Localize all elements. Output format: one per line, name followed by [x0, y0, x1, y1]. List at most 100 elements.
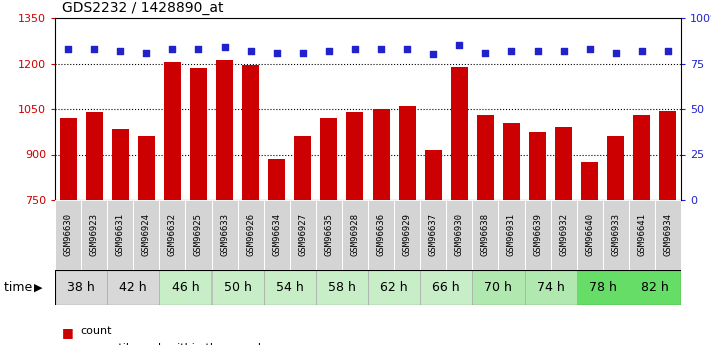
- Text: GSM96933: GSM96933: [611, 214, 620, 256]
- Text: ▶: ▶: [34, 283, 43, 293]
- Point: [245, 48, 256, 53]
- Bar: [498, 200, 525, 270]
- Point: [349, 46, 360, 52]
- Bar: [264, 200, 290, 270]
- Point: [480, 50, 491, 55]
- Bar: [420, 270, 472, 305]
- Text: GSM96632: GSM96632: [168, 214, 177, 256]
- Text: 46 h: 46 h: [171, 281, 199, 294]
- Point: [271, 50, 282, 55]
- Bar: [368, 270, 420, 305]
- Bar: [55, 200, 81, 270]
- Bar: [472, 270, 525, 305]
- Bar: [399, 106, 416, 200]
- Point: [219, 45, 230, 50]
- Point: [610, 50, 621, 55]
- Bar: [107, 270, 159, 305]
- Text: time: time: [4, 281, 36, 294]
- Point: [88, 46, 100, 52]
- Bar: [294, 136, 311, 200]
- Bar: [346, 112, 363, 200]
- Point: [114, 48, 126, 53]
- Text: 54 h: 54 h: [276, 281, 304, 294]
- Text: GSM96634: GSM96634: [272, 214, 282, 256]
- Text: GSM96640: GSM96640: [585, 214, 594, 256]
- Text: GSM96927: GSM96927: [299, 214, 307, 256]
- Bar: [242, 65, 259, 200]
- Bar: [420, 200, 447, 270]
- Text: 78 h: 78 h: [589, 281, 616, 294]
- Text: GSM96638: GSM96638: [481, 214, 490, 256]
- Bar: [342, 200, 368, 270]
- Point: [454, 42, 465, 48]
- Text: GSM96639: GSM96639: [533, 214, 542, 256]
- Bar: [577, 270, 629, 305]
- Bar: [138, 136, 155, 200]
- Text: 58 h: 58 h: [328, 281, 356, 294]
- Bar: [472, 200, 498, 270]
- Text: GSM96932: GSM96932: [559, 214, 568, 256]
- Point: [558, 48, 570, 53]
- Point: [166, 46, 178, 52]
- Bar: [211, 270, 264, 305]
- Bar: [629, 270, 681, 305]
- Bar: [112, 129, 129, 200]
- Bar: [55, 270, 107, 305]
- Bar: [159, 200, 186, 270]
- Bar: [424, 150, 442, 200]
- Bar: [373, 109, 390, 200]
- Bar: [268, 159, 285, 200]
- Bar: [290, 200, 316, 270]
- Text: GSM96635: GSM96635: [324, 214, 333, 256]
- Text: ■: ■: [62, 343, 74, 345]
- Bar: [525, 200, 550, 270]
- Text: 42 h: 42 h: [119, 281, 147, 294]
- Text: percentile rank within the sample: percentile rank within the sample: [80, 343, 268, 345]
- Point: [193, 46, 204, 52]
- Point: [636, 48, 648, 53]
- Text: 74 h: 74 h: [537, 281, 565, 294]
- Bar: [159, 270, 211, 305]
- Bar: [237, 200, 264, 270]
- Bar: [577, 200, 603, 270]
- Bar: [60, 118, 77, 200]
- Bar: [477, 115, 494, 200]
- Bar: [655, 200, 681, 270]
- Text: GSM96934: GSM96934: [663, 214, 673, 256]
- Bar: [447, 200, 472, 270]
- Bar: [394, 200, 420, 270]
- Bar: [190, 68, 207, 200]
- Text: 70 h: 70 h: [484, 281, 513, 294]
- Point: [63, 46, 74, 52]
- Text: GSM96633: GSM96633: [220, 214, 229, 256]
- Text: 82 h: 82 h: [641, 281, 669, 294]
- Bar: [660, 110, 676, 200]
- Text: GSM96923: GSM96923: [90, 214, 99, 256]
- Text: GSM96631: GSM96631: [116, 214, 124, 256]
- Bar: [164, 62, 181, 200]
- Point: [402, 46, 413, 52]
- Bar: [607, 136, 624, 200]
- Text: count: count: [80, 326, 112, 336]
- Point: [532, 48, 543, 53]
- Bar: [629, 200, 655, 270]
- Text: 62 h: 62 h: [380, 281, 408, 294]
- Bar: [525, 270, 577, 305]
- Bar: [529, 132, 546, 200]
- Text: 66 h: 66 h: [432, 281, 460, 294]
- Bar: [316, 200, 342, 270]
- Bar: [503, 123, 520, 200]
- Point: [297, 50, 309, 55]
- Bar: [321, 118, 337, 200]
- Point: [427, 52, 439, 57]
- Text: GSM96925: GSM96925: [194, 214, 203, 256]
- Bar: [550, 200, 577, 270]
- Text: GSM96928: GSM96928: [351, 214, 360, 256]
- Bar: [316, 270, 368, 305]
- Bar: [368, 200, 394, 270]
- Text: GSM96636: GSM96636: [377, 214, 385, 256]
- Text: GSM96926: GSM96926: [246, 214, 255, 256]
- Text: GSM96630: GSM96630: [63, 214, 73, 256]
- Bar: [133, 200, 159, 270]
- Text: 38 h: 38 h: [68, 281, 95, 294]
